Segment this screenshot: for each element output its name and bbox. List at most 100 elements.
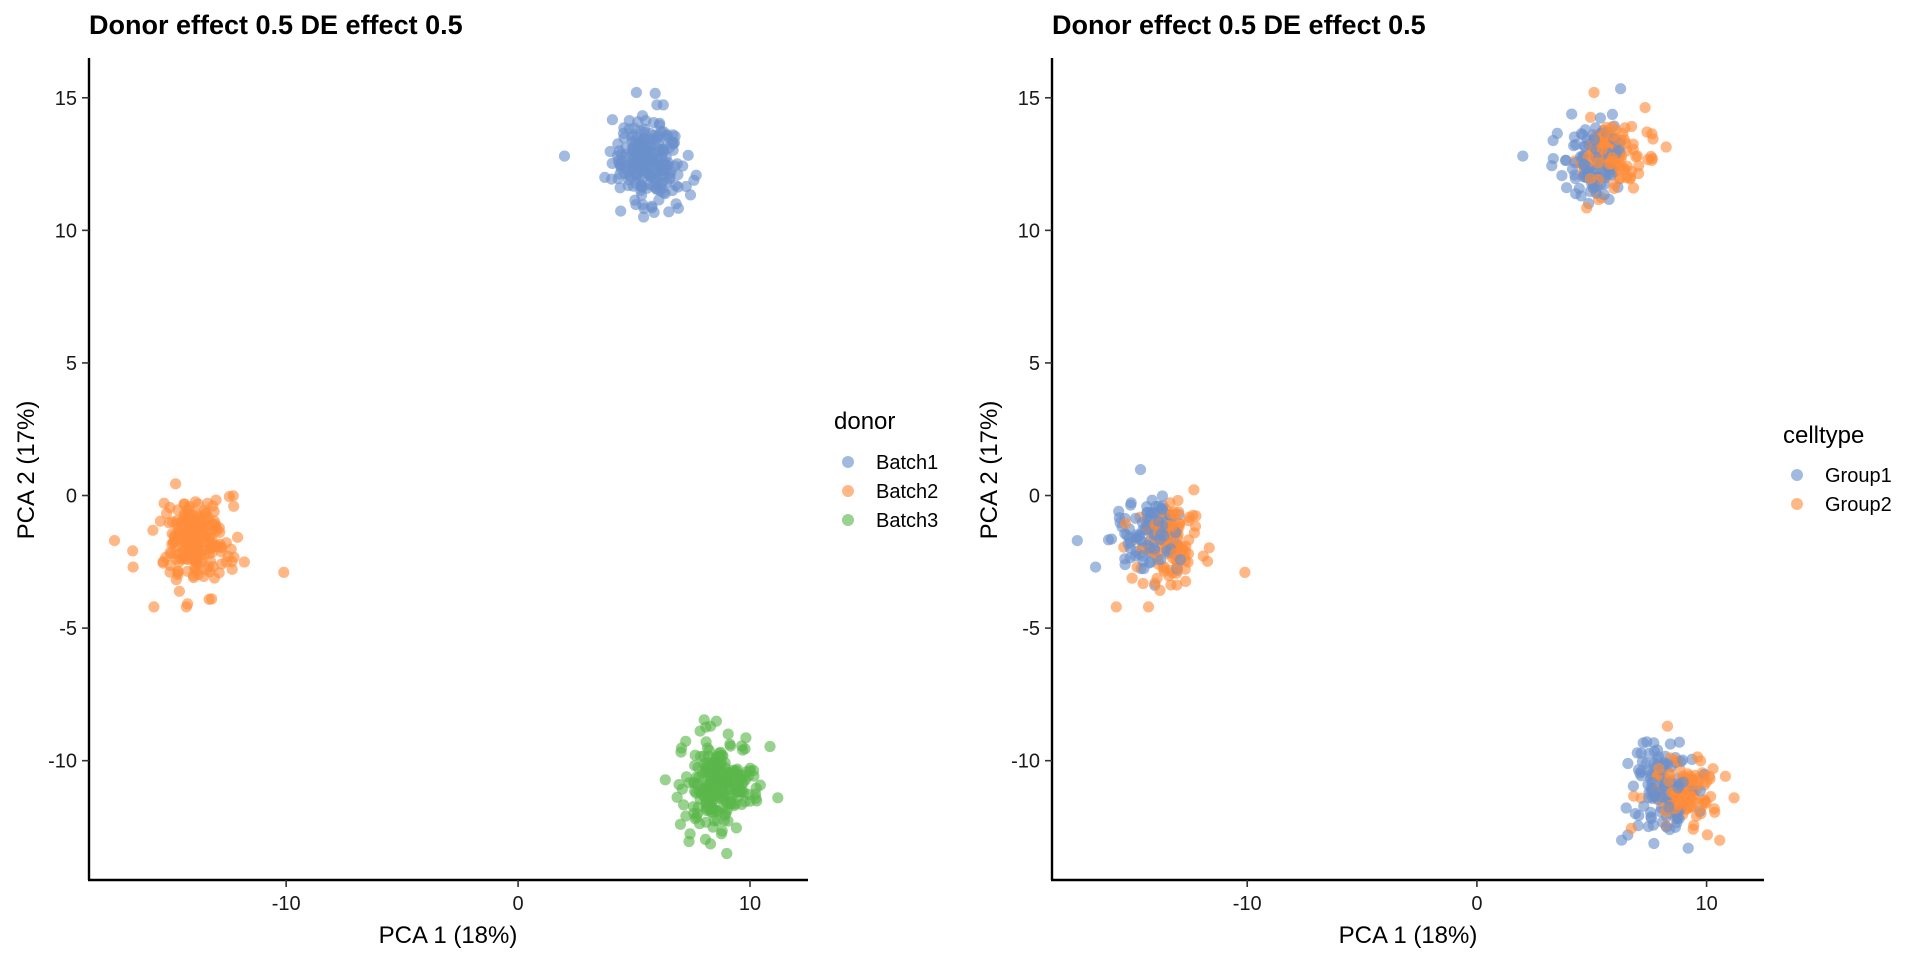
left-point-batch3	[680, 810, 692, 822]
left-x-tick-label: 10	[739, 893, 761, 915]
left-point-batch2	[183, 516, 195, 528]
right-point-group2	[1701, 829, 1713, 841]
right-point-group1	[1174, 554, 1186, 566]
left-point-batch2	[166, 528, 178, 540]
left-point-batch2	[216, 541, 228, 553]
right-y-axis-label: PCA 2 (17%)	[976, 401, 1003, 540]
left-point-batch2	[207, 561, 219, 573]
left-point-batch2	[173, 585, 185, 597]
left-legend-title: donor	[834, 408, 895, 435]
right-point-group1	[1155, 554, 1167, 566]
right-point-group2	[1627, 182, 1640, 194]
left-point-batch2	[172, 565, 184, 577]
right-y-tick-label: -10	[1011, 751, 1040, 773]
right-point-group1	[1633, 809, 1645, 822]
right-point-group1	[1130, 512, 1142, 524]
left-point-batch1	[644, 142, 656, 154]
right-point-group2	[1709, 806, 1721, 818]
left-point-batch2	[166, 516, 178, 528]
right-point-group2	[1187, 509, 1199, 521]
left-point-batch2	[198, 529, 210, 541]
left-x-ticks: -10 0 10	[272, 880, 761, 915]
right-point-group1	[1645, 806, 1657, 818]
left-x-axis-label: PCA 1 (18%)	[379, 922, 518, 949]
right-point-group2	[1126, 572, 1138, 584]
left-point-batch3	[699, 791, 711, 804]
left-point-batch1	[648, 206, 660, 218]
right-panel: Donor effect 0.5 DE effect 0.5 -10 -5 0 5 10…	[976, 10, 1892, 949]
left-point-batch3	[692, 761, 704, 773]
left-point-batch1	[662, 157, 674, 169]
left-point-batch3	[684, 828, 696, 840]
right-point-group2	[1166, 521, 1178, 533]
right-y-tick-label: -5	[1022, 618, 1040, 640]
left-point-batch3	[729, 779, 741, 792]
right-point-group2	[1705, 791, 1717, 803]
left-point-batch1	[648, 117, 660, 129]
left-point-batch2	[195, 519, 207, 532]
left-point-layer	[108, 86, 784, 860]
right-point-group1	[1156, 490, 1168, 502]
left-point-batch2	[210, 494, 222, 506]
right-point-group1	[1627, 780, 1639, 792]
left-legend-label-batch1: Batch1	[876, 452, 938, 474]
left-point-batch2	[170, 553, 182, 565]
right-point-group1	[1635, 770, 1647, 782]
right-point-group1	[1113, 505, 1125, 517]
left-point-batch3	[659, 774, 671, 786]
right-point-group1	[1590, 187, 1603, 199]
left-point-batch2	[181, 565, 194, 577]
right-point-group2	[1647, 133, 1659, 145]
left-point-batch1	[657, 99, 669, 111]
left-point-batch1	[684, 189, 697, 201]
left-point-batch1	[625, 158, 637, 170]
right-point-group1	[1560, 154, 1572, 166]
right-point-group1	[1677, 754, 1689, 766]
right-point-group1	[1588, 134, 1601, 146]
right-point-group2	[1189, 520, 1202, 532]
right-point-group1	[1575, 190, 1587, 202]
left-point-batch3	[678, 799, 690, 811]
left-point-batch3	[730, 822, 743, 834]
left-point-batch2	[127, 545, 139, 557]
right-point-group1	[1660, 821, 1673, 833]
left-point-batch2	[157, 556, 169, 568]
left-point-batch2	[232, 531, 244, 543]
right-point-group2	[1188, 484, 1200, 496]
left-legend-label-batch3: Batch3	[876, 510, 938, 532]
right-point-group1	[1155, 502, 1167, 515]
right-point-group1	[1594, 112, 1606, 124]
right-y-tick-label: 10	[1018, 220, 1040, 242]
left-point-batch2	[206, 546, 219, 558]
left-y-axis-label: PCA 2 (17%)	[13, 401, 40, 540]
right-point-group2	[1197, 550, 1209, 562]
left-point-batch1	[643, 178, 656, 191]
right-point-group1	[1590, 122, 1602, 134]
right-point-group2	[1171, 579, 1183, 591]
left-point-batch3	[747, 764, 760, 777]
right-point-group1	[1641, 736, 1653, 748]
right-point-group1	[1648, 837, 1660, 850]
right-point-group2	[1687, 823, 1699, 835]
right-point-group2	[1633, 160, 1645, 172]
right-point-group2	[1151, 572, 1163, 584]
right-point-group1	[1105, 533, 1118, 545]
right-y-tick-label: 5	[1029, 353, 1040, 375]
left-legend: donor Batch1 Batch2 Batch3	[834, 408, 938, 532]
left-point-batch3	[751, 795, 763, 807]
left-point-batch3	[715, 777, 727, 789]
left-point-batch1	[558, 150, 571, 162]
left-point-batch1	[670, 179, 682, 191]
right-point-group1	[1682, 842, 1694, 854]
left-point-batch3	[716, 825, 728, 837]
left-legend-key-batch1	[842, 456, 854, 468]
right-point-group2	[1645, 150, 1657, 163]
left-point-batch1	[630, 86, 643, 99]
left-point-batch1	[632, 116, 644, 128]
right-point-group1	[1134, 464, 1147, 476]
left-point-batch2	[147, 524, 159, 536]
left-point-batch3	[724, 738, 736, 750]
right-point-group2	[1119, 517, 1132, 530]
left-point-batch1	[617, 127, 630, 139]
right-x-tick-label: -10	[1233, 893, 1262, 915]
